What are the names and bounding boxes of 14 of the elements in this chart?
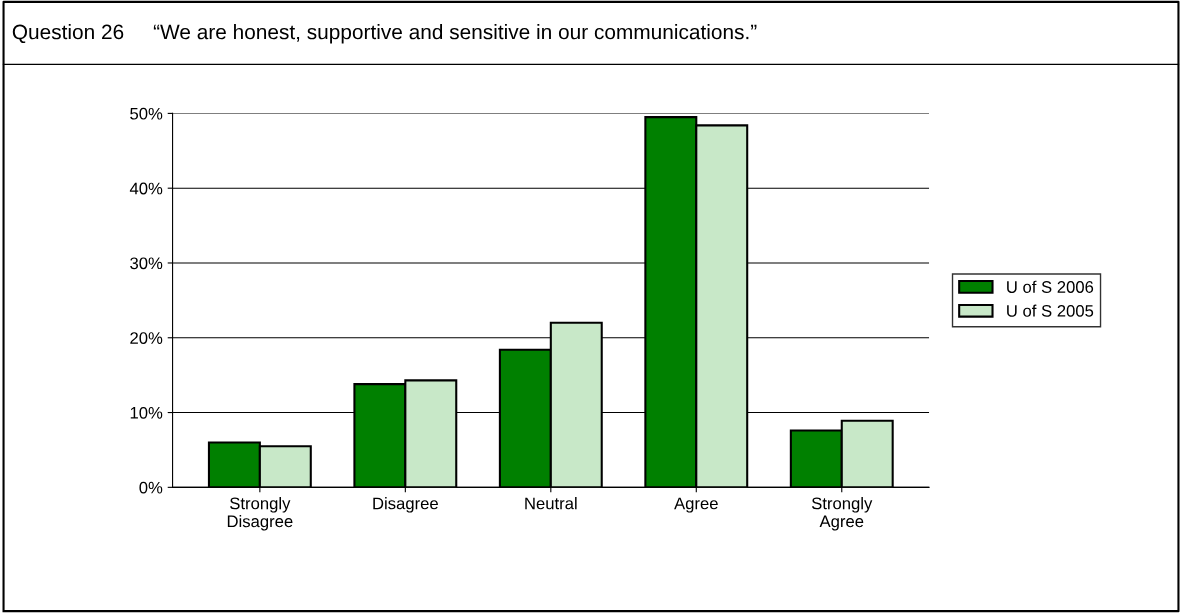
y-tick-label: 20% xyxy=(130,332,163,344)
chart-title: Question 26 “We are honest, supportive and sensitive in our communications.” xyxy=(12,24,757,44)
legend-label: U of S 2006 xyxy=(1007,280,1094,293)
y-tick-label: 0% xyxy=(139,481,163,494)
y-tick-label: 30% xyxy=(130,257,163,270)
x-tick-label: Agree xyxy=(674,497,718,513)
y-tick-label: 10% xyxy=(130,406,163,419)
y-tick-label: 50% xyxy=(130,107,163,120)
x-tick-label: Disagree xyxy=(373,497,438,513)
y-tick-label: 40% xyxy=(129,182,163,195)
x-tick-label: Strongly Disagree xyxy=(227,497,293,531)
x-tick-label: Strongly Agree xyxy=(811,497,873,531)
legend-label: U of S 2005 xyxy=(1007,304,1094,317)
x-tick-label: Neutral xyxy=(525,497,577,510)
